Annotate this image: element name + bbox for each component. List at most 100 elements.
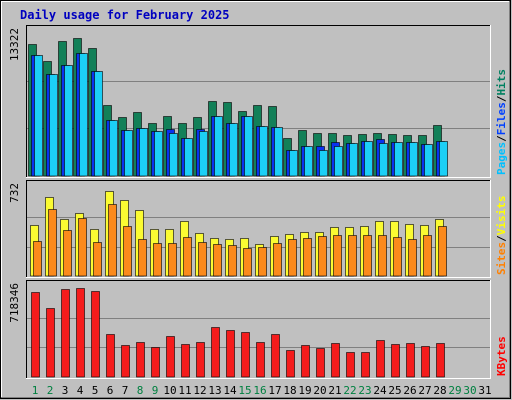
y-axis-max-label: 13322 [8, 28, 21, 61]
x-tick-label-day-23: 23 [358, 384, 371, 397]
legend-files: Files [495, 102, 508, 135]
legend-visits: Visits [495, 196, 508, 236]
bar-sites-day-3 [63, 230, 72, 277]
bar-kbytes-day-28 [436, 343, 445, 378]
bar-pages-day-25 [394, 142, 403, 177]
bar-kbytes-day-21 [331, 343, 340, 378]
bar-pages-day-27 [424, 144, 433, 177]
bar-kbytes-day-7 [121, 345, 130, 378]
x-tick-label-day-8: 8 [137, 384, 144, 397]
bar-pages-day-18 [289, 150, 298, 177]
bar-pages-day-2 [49, 74, 58, 177]
bar-pages-day-10 [169, 133, 178, 177]
bar-kbytes-day-19 [301, 345, 310, 378]
bar-kbytes-day-1 [31, 292, 40, 378]
x-tick-label-day-6: 6 [107, 384, 114, 397]
chart-title: Daily usage for February 2025 [20, 8, 230, 22]
bar-kbytes-day-12 [196, 342, 205, 378]
bar-kbytes-day-14 [226, 330, 235, 378]
bar-pages-day-5 [94, 71, 103, 177]
x-tick-label-day-13: 13 [208, 384, 221, 397]
bar-kbytes-day-3 [61, 289, 70, 378]
bar-pages-day-12 [199, 131, 208, 177]
legend-separator: / [495, 95, 508, 102]
bar-sites-day-5 [93, 242, 102, 277]
bar-sites-day-15 [243, 248, 252, 277]
chart-panels: 13322Pages/Files/Hits732Sites/Visits7183… [8, 25, 508, 379]
bar-pages-day-20 [319, 150, 328, 177]
legend: Sites/Visits [495, 196, 508, 276]
bar-sites-day-16 [258, 247, 267, 277]
bar-sites-day-23 [363, 235, 372, 277]
bar-kbytes-day-11 [181, 344, 190, 378]
x-tick-label-day-19: 19 [298, 384, 311, 397]
bar-kbytes-day-16 [256, 342, 265, 378]
x-tick-label-day-9: 9 [152, 384, 159, 397]
x-tick-label-day-1: 1 [32, 384, 39, 397]
bar-pages-day-24 [379, 143, 388, 177]
bar-sites-day-27 [423, 235, 432, 277]
x-tick-label-day-14: 14 [223, 384, 237, 397]
x-tick-label-day-20: 20 [313, 384, 326, 397]
bar-kbytes-day-27 [421, 346, 430, 378]
bar-pages-day-7 [124, 130, 133, 177]
x-tick-label-day-15: 15 [238, 384, 251, 397]
bar-pages-day-17 [274, 127, 283, 177]
bar-sites-day-26 [408, 239, 417, 277]
bar-pages-day-21 [334, 146, 343, 177]
x-tick-label-day-26: 26 [403, 384, 416, 397]
bar-pages-day-26 [409, 142, 418, 177]
x-tick-label-day-29: 29 [448, 384, 461, 397]
x-tick-label-day-3: 3 [62, 384, 69, 397]
bar-sites-day-22 [348, 235, 357, 277]
bar-kbytes-day-20 [316, 348, 325, 378]
x-tick-label-day-4: 4 [77, 384, 84, 397]
bar-sites-day-10 [168, 243, 177, 277]
bar-kbytes-day-26 [406, 343, 415, 378]
x-axis-day-labels: 1 2 3 4 5 6 7 8 9 10 11 12 13 14 15 16 17 18 19 20 21 22 23 24 2… [32, 384, 492, 397]
bar-kbytes-day-6 [106, 334, 115, 378]
bar-kbytes-day-9 [151, 347, 160, 378]
bar-pages-day-22 [349, 143, 358, 177]
bar-kbytes-day-8 [136, 342, 145, 378]
x-tick-label-day-25: 25 [388, 384, 401, 397]
legend-sites: Sites [495, 242, 508, 275]
bar-sites-day-20 [318, 236, 327, 277]
bar-sites-day-13 [213, 244, 222, 277]
bar-sites-day-28 [438, 226, 447, 277]
bar-pages-day-13 [214, 116, 223, 177]
bar-pages-day-16 [259, 126, 268, 177]
x-tick-label-day-28: 28 [433, 384, 446, 397]
bar-sites-day-18 [288, 239, 297, 277]
x-tick-label-day-27: 27 [418, 384, 431, 397]
bar-sites-day-11 [183, 237, 192, 277]
legend-hits: Hits [495, 69, 508, 96]
x-tick-label-day-31: 31 [478, 384, 491, 397]
bar-sites-day-1 [33, 241, 42, 277]
panel-kbytes: 718346 KBytes [8, 280, 508, 379]
bar-sites-day-19 [303, 238, 312, 277]
bar-kbytes-day-13 [211, 327, 220, 378]
bar-kbytes-day-2 [46, 308, 55, 378]
bars-kbytes [31, 288, 445, 378]
bar-sites-day-24 [378, 235, 387, 277]
bar-sites-day-9 [153, 243, 162, 277]
bar-kbytes-day-22 [346, 352, 355, 378]
x-tick-label-day-7: 7 [122, 384, 129, 397]
legend-kbytes: KBytes [495, 336, 508, 376]
y-axis-max-label: 718346 [8, 283, 21, 323]
legend-separator: / [495, 135, 508, 142]
x-tick-label-day-2: 2 [47, 384, 54, 397]
x-tick-label-day-30: 30 [463, 384, 476, 397]
bar-sites-day-17 [273, 243, 282, 277]
bar-kbytes-day-18 [286, 350, 295, 378]
bar-kbytes-day-17 [271, 334, 280, 378]
legend: KBytes [495, 336, 508, 376]
bar-sites-day-14 [228, 245, 237, 277]
x-tick-label-day-18: 18 [283, 384, 296, 397]
bar-kbytes-day-4 [76, 288, 85, 378]
bar-pages-day-14 [229, 123, 238, 177]
x-tick-label-day-5: 5 [92, 384, 99, 397]
